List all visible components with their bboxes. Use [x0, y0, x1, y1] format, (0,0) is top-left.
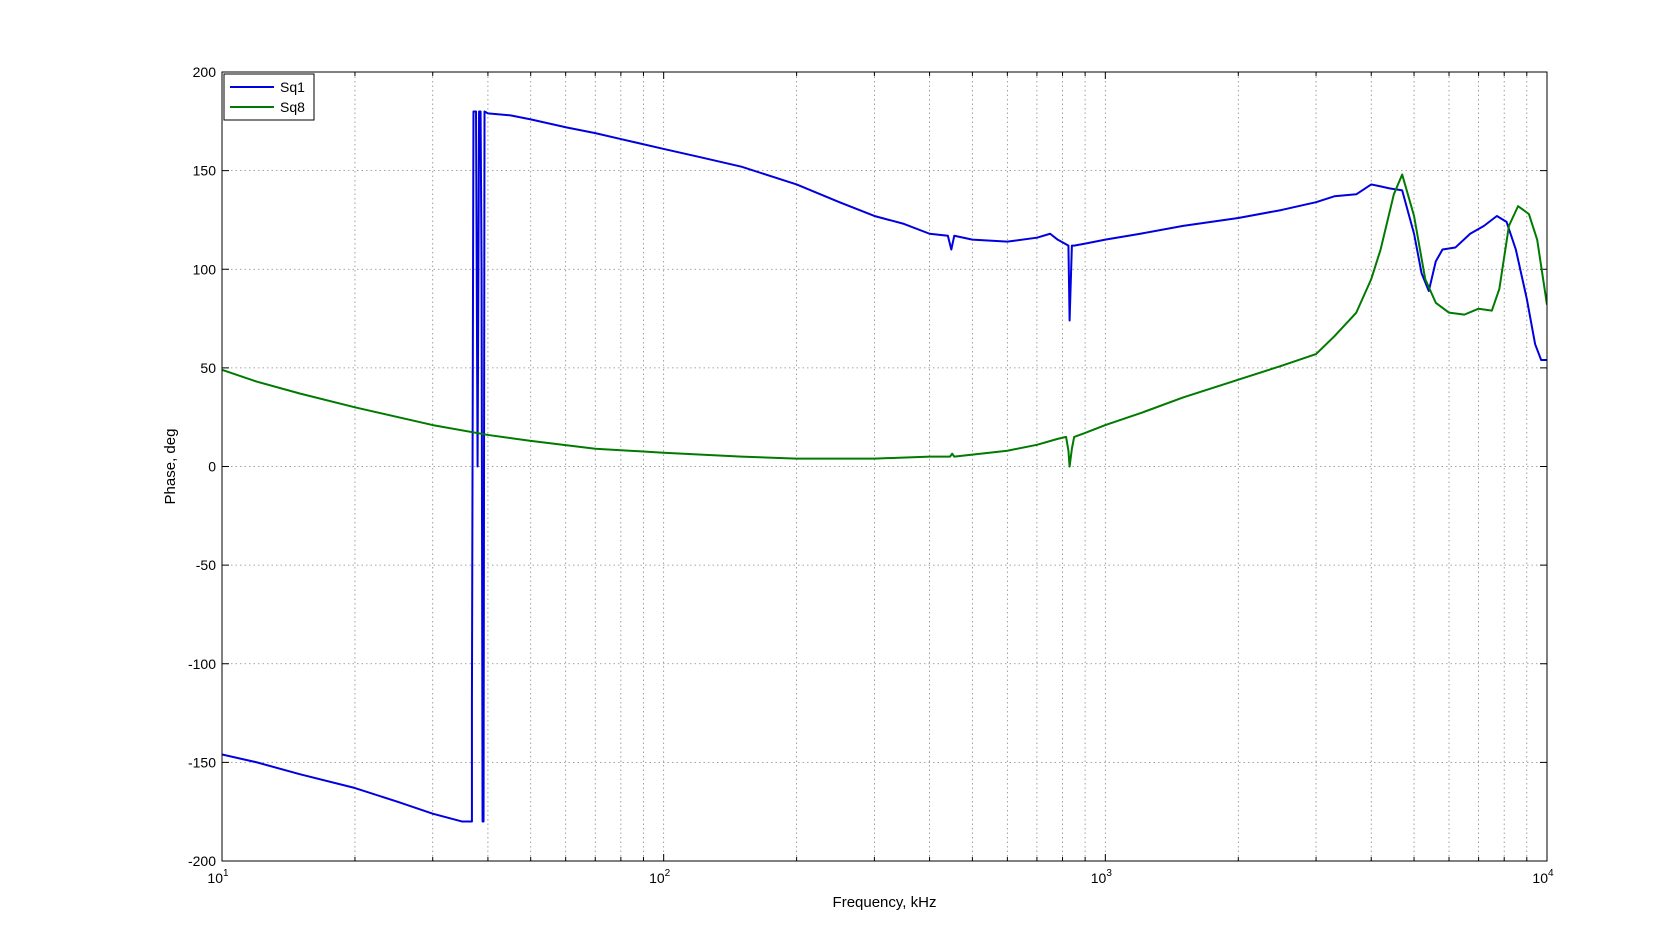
grid	[222, 72, 1547, 861]
y-tick-label: 0	[208, 459, 216, 475]
x-axis-label: Frequency, kHz	[833, 894, 937, 911]
y-tick-label: -150	[188, 754, 216, 770]
y-axis-label: Phase, deg	[162, 429, 179, 505]
y-tick-label: -200	[188, 853, 216, 869]
series-line-sq1	[222, 110, 1547, 823]
y-tick-label: 100	[193, 261, 217, 277]
y-tick-label: 150	[193, 163, 217, 179]
plot-frame	[221, 71, 1548, 862]
y-tick-label: 200	[193, 64, 217, 80]
x-tick-label: 101	[207, 868, 229, 886]
series-line-sq8	[222, 173, 1547, 468]
x-tick-label: 103	[1091, 868, 1113, 886]
legend-box	[223, 73, 315, 121]
y-tick-label: 50	[200, 360, 216, 376]
x-tick-label: 102	[649, 868, 671, 886]
legend-label: Sq1	[280, 79, 305, 95]
legend-label: Sq8	[280, 99, 305, 115]
x-tick-label: 104	[1532, 868, 1554, 886]
y-tick-label: -50	[196, 557, 216, 573]
series-layer	[222, 110, 1547, 823]
y-tick-label: -100	[188, 656, 216, 672]
tick-labels: -200 -150 -100 -50 0 50 100 150 200 101 102 103 104	[188, 64, 1554, 886]
